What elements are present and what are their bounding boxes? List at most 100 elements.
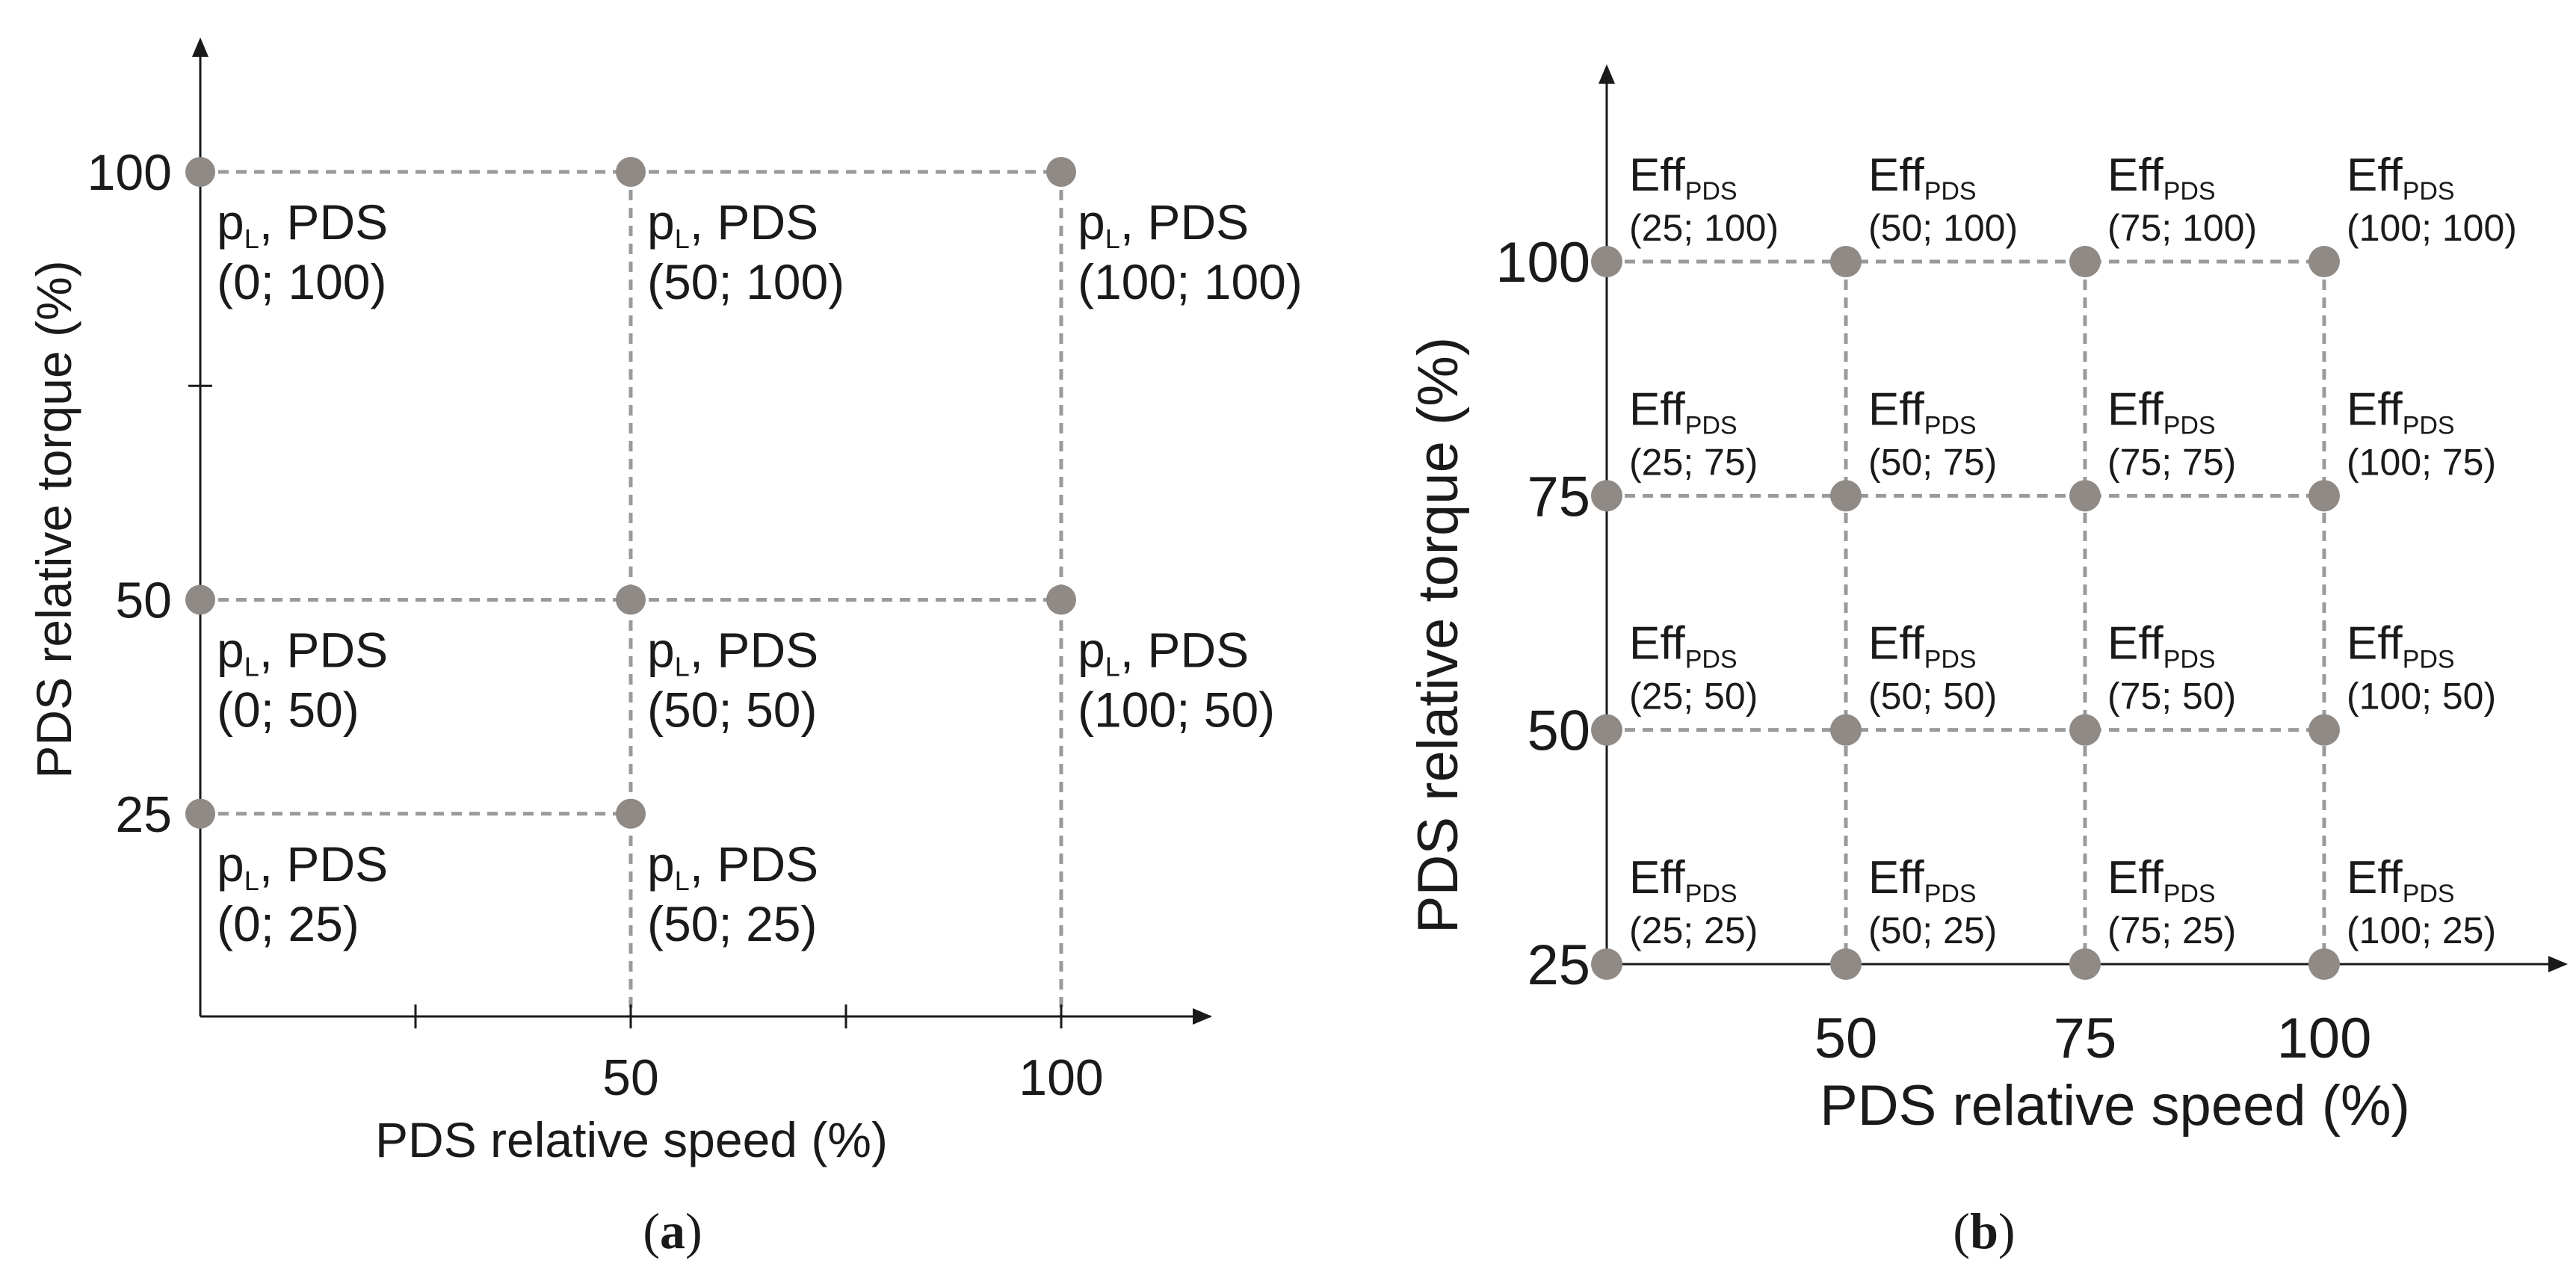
panel-b-point-coords: (75; 75) (2107, 441, 2236, 483)
panel-b-gridlines (1607, 259, 2326, 964)
panel-b-point (1591, 480, 1622, 512)
panel-b-point-label: EffPDS (2347, 618, 2455, 674)
panel-b-caption: (b) (1953, 1203, 2015, 1259)
panel-a-axes (192, 37, 1212, 1025)
panel-a-points (185, 157, 1076, 829)
panel-b-point (2069, 480, 2101, 512)
panel-b-point-coords: (25; 75) (1629, 441, 1758, 483)
panel-b-point-coords: (100; 25) (2347, 910, 2496, 951)
panel-b-point-label: EffPDS (1868, 618, 1977, 674)
panel-b-point-coords: (50; 50) (1868, 676, 1997, 717)
panel-a-point (616, 798, 646, 829)
panel-a-y-arrow (192, 37, 209, 57)
panel-b-point (1591, 714, 1622, 746)
panel-b-point-label: EffPDS (2107, 149, 2216, 206)
panel-b-point-label: EffPDS (2347, 383, 2455, 439)
panel-b-x-tick-label: 100 (2277, 1007, 2372, 1070)
panel-b-point-coords: (100; 100) (2347, 207, 2517, 249)
panel-a-caption: (a) (643, 1203, 702, 1259)
panel-b-point (2069, 714, 2101, 746)
panel-a-point-label: pL, PDS (647, 623, 818, 682)
panel-b-point (1830, 480, 1862, 512)
panel-b-point-label: EffPDS (1629, 852, 1738, 908)
panel-b-point-label: EffPDS (2107, 852, 2216, 908)
panel-b-point-label: EffPDS (1868, 149, 1977, 206)
panel-a-point (616, 584, 646, 615)
panel-a-point-label: pL, PDS (1078, 194, 1249, 254)
panel-a-y-tick-label: 50 (115, 572, 172, 629)
panel-b-points (1591, 246, 2340, 980)
panel-b-point (2308, 246, 2340, 277)
panel-b-x-axis-title: PDS relative speed (%) (1820, 1074, 2410, 1138)
panel-b-point-label: EffPDS (2347, 149, 2455, 206)
panel-b-point-coords: (75; 100) (2107, 207, 2257, 249)
panel-a-point (616, 157, 646, 187)
panel-b-x-tick-label: 50 (1814, 1007, 1878, 1070)
panel-a-y-tick-label: 25 (115, 786, 172, 843)
panel-b-point-coords: (50; 100) (1868, 207, 2018, 249)
panel-b-point-coords: (50; 75) (1868, 441, 1997, 483)
panel-b-point-label: EffPDS (1629, 618, 1738, 674)
panel-a-x-tick-label: 50 (602, 1049, 659, 1106)
panel-a-point-coords: (50; 25) (647, 896, 817, 951)
panel-b-point-coords: (75; 50) (2107, 676, 2236, 717)
panel-b-y-tick-label: 100 (1495, 231, 1590, 294)
panel-a-point-coords: (0; 25) (217, 896, 359, 951)
panel-a-point-label: pL, PDS (217, 623, 388, 682)
panel-b-point-coords: (100; 75) (2347, 441, 2496, 483)
panel-a-point-coords: (0; 100) (217, 254, 386, 309)
panel-b-point (1591, 246, 1622, 277)
panel-b-point-label: EffPDS (1868, 852, 1977, 908)
panel-b-y-tick-label: 75 (1527, 465, 1590, 528)
panel-a-point-coords: (50; 100) (647, 254, 844, 309)
panel-a-y-axis-title: PDS relative torque (%) (26, 260, 81, 778)
panel-a-point-label: pL, PDS (647, 194, 818, 254)
panel-a-point (185, 157, 215, 187)
panel-a-x-axis-title: PDS relative speed (%) (375, 1112, 888, 1167)
panel-b-point-coords: (75; 25) (2107, 910, 2236, 951)
panel-a-point-coords: (50; 50) (647, 682, 817, 738)
panel-b-point (2069, 948, 2101, 980)
panel-a-point-coords: (100; 50) (1078, 682, 1275, 738)
panel-a-point-coords: (0; 50) (217, 682, 359, 738)
panel-b-point-label: EffPDS (1629, 149, 1738, 206)
panel-b-point (2308, 480, 2340, 512)
panel-a-point (185, 584, 215, 615)
panel-a-x-arrow (1193, 1008, 1212, 1025)
panel-b-point (2069, 246, 2101, 277)
panel-b-point-coords: (100; 50) (2347, 676, 2496, 717)
panel-a-point-label: pL, PDS (647, 836, 818, 896)
panel-a-point-label: pL, PDS (1078, 623, 1249, 682)
panel-b-x-tick-label: 75 (2054, 1007, 2117, 1070)
panel-a-y-tick-label: 100 (87, 144, 172, 201)
panel-b-point (1830, 714, 1862, 746)
panel-b-point-label: EffPDS (2347, 852, 2455, 908)
panel-b-y-tick-label: 50 (1527, 700, 1590, 763)
panel-a-point-label: pL, PDS (217, 836, 388, 896)
panel-a-point-coords: (100; 100) (1078, 254, 1303, 309)
panel-b-x-arrow (2548, 956, 2568, 972)
panel-b-point (2308, 948, 2340, 980)
panel-b-ticks: 50 75 100 25 50 75 100 (1495, 231, 2371, 1070)
panel-a-point-labels: pL, PDS(0; 100)pL, PDS(50; 100)pL, PDS(1… (217, 194, 1303, 951)
panel-b-point-label: EffPDS (1629, 383, 1738, 439)
panel-b-point-label: EffPDS (2107, 383, 2216, 439)
panel-b-point (1830, 948, 1862, 980)
panel-a-point-label: pL, PDS (217, 194, 388, 254)
panel-b-point-coords: (25; 25) (1629, 910, 1758, 951)
panel-b-caption-letter: b (1970, 1203, 1998, 1259)
panel-a-point (1046, 584, 1076, 615)
panel-b-point-label: EffPDS (2107, 618, 2216, 674)
panel-b-point-coords: (25; 100) (1629, 207, 1779, 249)
panel-a-x-tick-label: 100 (1019, 1049, 1103, 1106)
panel-b-point-labels: EffPDS(25; 100)EffPDS(50; 100)EffPDS(75;… (1629, 149, 2517, 951)
panel-a-point (185, 798, 215, 829)
panel-b-point (1830, 246, 1862, 277)
panel-b-point (2308, 714, 2340, 746)
panel-b-point-coords: (50; 25) (1868, 910, 1997, 951)
panel-b-point (1591, 948, 1622, 980)
